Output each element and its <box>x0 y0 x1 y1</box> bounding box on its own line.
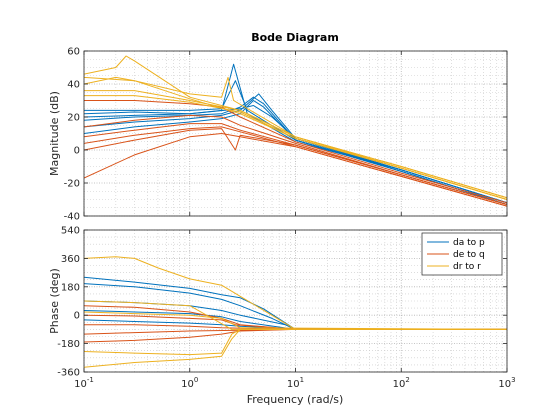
legend: da to p de to q dr to r <box>421 232 503 276</box>
magnitude-curve-de-to-q-9 <box>84 114 507 205</box>
magnitude-curve-de-to-q-11 <box>84 100 507 204</box>
magnitude-curve-dr-to-r-16 <box>84 76 507 200</box>
magnitude-y-tick-label: 60 <box>67 47 80 58</box>
x-tick-label: 103 <box>498 376 515 390</box>
magnitude-curve-de-to-q-10 <box>84 126 507 207</box>
magnitude-y-axis-label: Magnitude (dB) <box>48 91 61 176</box>
phase-y-tick-label: -180 <box>57 339 80 350</box>
magnitude-panel: -40 -20 0 20 40 60 Magnitude (dB) <box>48 47 508 223</box>
chart-title: Bode Diagram <box>251 31 339 44</box>
x-tick-label: 102 <box>393 376 410 390</box>
phase-y-tick-label: 180 <box>61 282 80 293</box>
legend-entry-label-1: de to q <box>453 250 485 260</box>
legend-entry-label-2: dr to r <box>453 262 481 272</box>
phase-y-tick-label: -360 <box>57 368 80 379</box>
magnitude-y-tick-label: -20 <box>64 179 80 190</box>
magnitude-curve-dr-to-r-13 <box>84 76 507 200</box>
phase-y-tick-label: 540 <box>61 226 80 237</box>
magnitude-y-tick-label: -40 <box>64 212 80 223</box>
phase-curve-dr-to-r-10 <box>84 256 507 330</box>
x-tick-label: 10-1 <box>74 376 94 390</box>
phase-y-tick-label: 0 <box>74 311 80 322</box>
x-tick-label: 100 <box>181 376 198 390</box>
phase-y-tick-label: 360 <box>61 254 80 265</box>
magnitude-curve-da-to-p-3 <box>84 80 507 204</box>
magnitude-y-tick-label: 20 <box>67 113 80 124</box>
magnitude-curve-dr-to-r-14 <box>84 90 507 199</box>
phase-curve-dr-to-r-13 <box>84 328 507 368</box>
magnitude-y-tick-label: 40 <box>67 80 80 91</box>
x-axis-label: Frequency (rad/s) <box>247 393 344 406</box>
legend-entry-label-0: da to p <box>453 238 485 248</box>
x-tick-label: 101 <box>287 376 304 390</box>
phase-y-axis-label: Phase (deg) <box>48 268 61 334</box>
magnitude-y-tick-label: 0 <box>74 146 80 157</box>
phase-curve-dr-to-r-14 <box>84 311 507 330</box>
magnitude-curve-da-to-p-5 <box>84 105 507 204</box>
